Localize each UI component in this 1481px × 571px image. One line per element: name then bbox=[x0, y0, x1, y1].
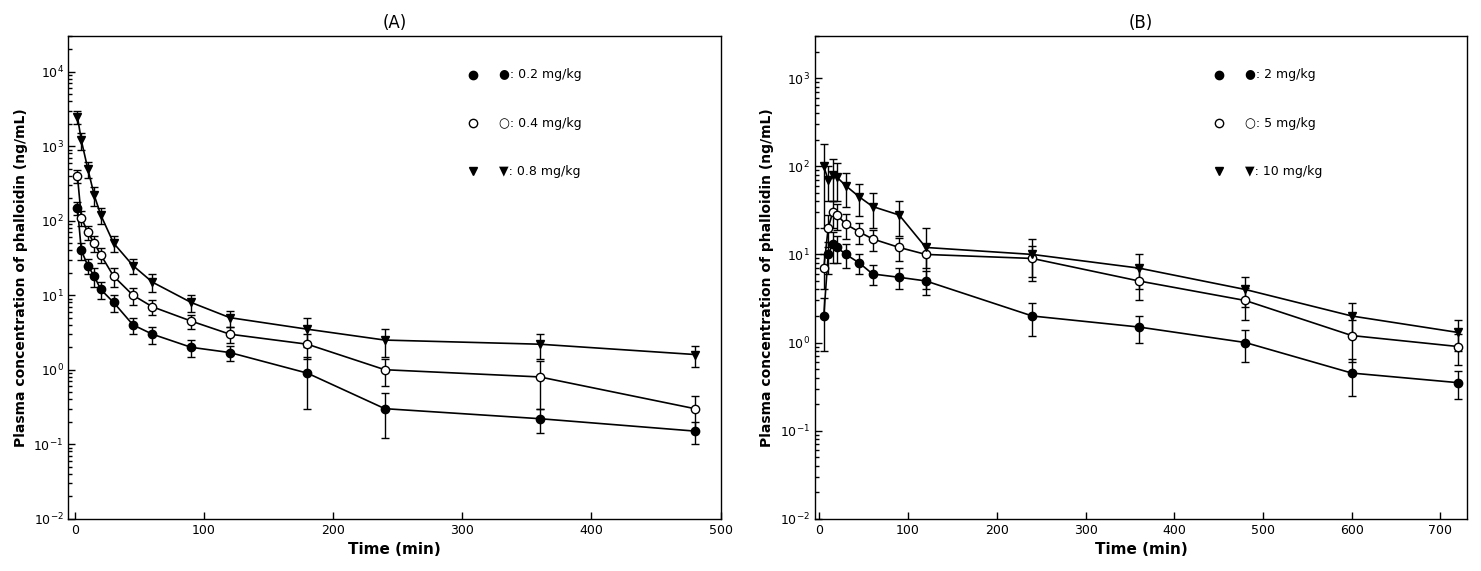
Text: ▼: 0.8 mg/kg: ▼: 0.8 mg/kg bbox=[499, 165, 581, 178]
Text: ●: 2 mg/kg: ●: 2 mg/kg bbox=[1246, 69, 1317, 81]
Title: (A): (A) bbox=[382, 14, 407, 32]
Title: (B): (B) bbox=[1129, 14, 1154, 32]
Y-axis label: Plasma concentration of phalloidin (ng/mL): Plasma concentration of phalloidin (ng/m… bbox=[760, 108, 775, 447]
Text: ●: 0.2 mg/kg: ●: 0.2 mg/kg bbox=[499, 69, 582, 81]
Y-axis label: Plasma concentration of phalloidin (ng/mL): Plasma concentration of phalloidin (ng/m… bbox=[13, 108, 28, 447]
X-axis label: Time (min): Time (min) bbox=[348, 542, 441, 557]
Text: ○: 0.4 mg/kg: ○: 0.4 mg/kg bbox=[499, 116, 582, 130]
X-axis label: Time (min): Time (min) bbox=[1094, 542, 1188, 557]
Text: ○: 5 mg/kg: ○: 5 mg/kg bbox=[1246, 116, 1317, 130]
Text: ▼: 10 mg/kg: ▼: 10 mg/kg bbox=[1246, 165, 1323, 178]
